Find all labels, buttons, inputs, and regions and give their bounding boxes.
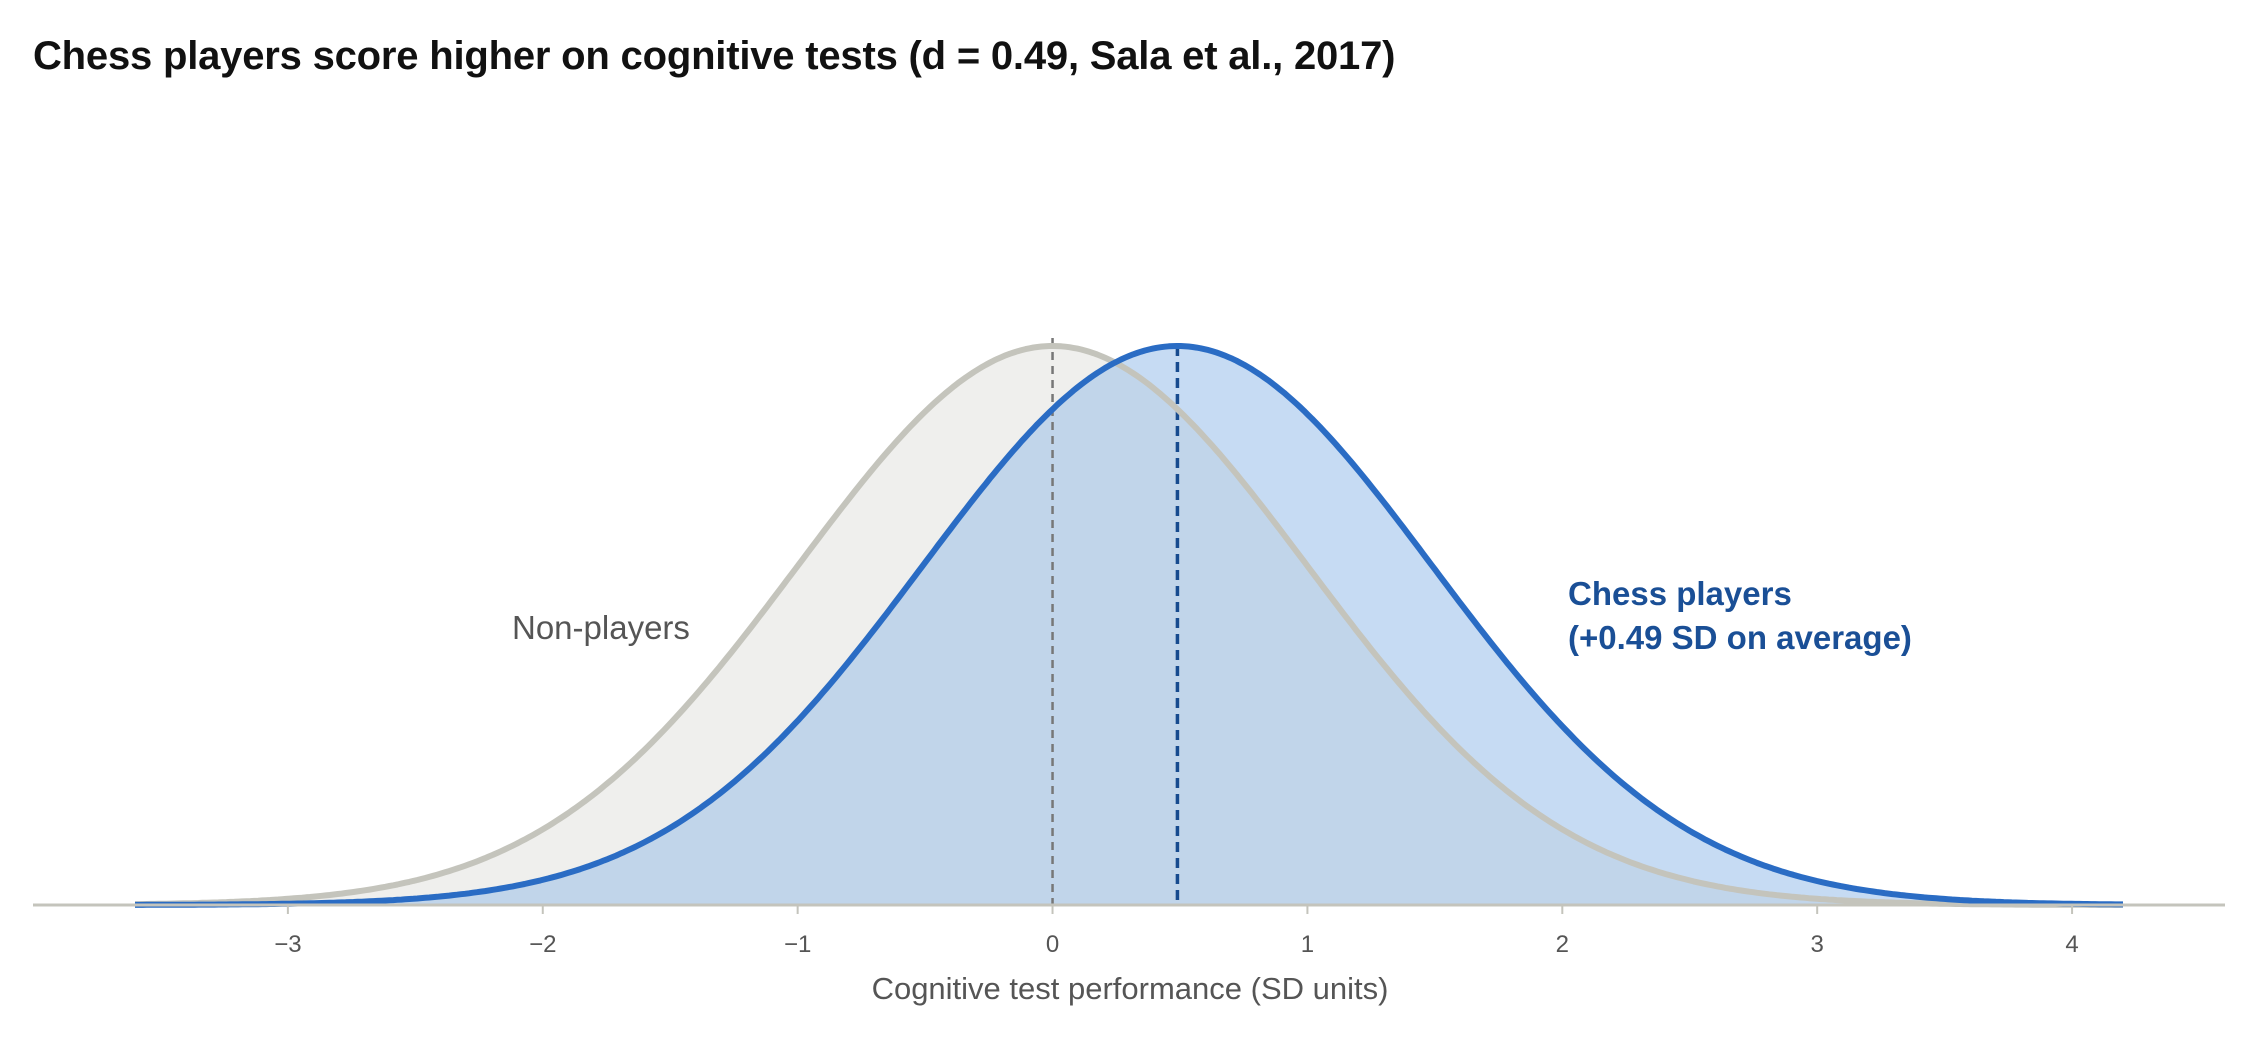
chess-players-curve bbox=[135, 343, 2123, 908]
x-axis-title: Cognitive test performance (SD units) bbox=[872, 971, 1389, 1006]
x-tick-label: 0 bbox=[1046, 931, 1059, 958]
chess-players-sublabel: (+0.49 SD on average) bbox=[1568, 619, 1912, 656]
x-tick-label: 3 bbox=[1811, 931, 1824, 958]
overlap-area bbox=[135, 363, 2123, 905]
x-tick-label: −2 bbox=[529, 931, 556, 958]
x-tick-label: 4 bbox=[2065, 931, 2078, 958]
chess-players-label: Chess players bbox=[1568, 575, 1792, 612]
chart-title: Chess players score higher on cognitive … bbox=[33, 34, 1396, 78]
non-players-label: Non-players bbox=[512, 609, 690, 646]
x-tick-label: 2 bbox=[1556, 931, 1569, 958]
non-players-curve bbox=[135, 343, 2123, 908]
x-tick-label: −1 bbox=[784, 931, 811, 958]
x-tick-label: −3 bbox=[274, 931, 301, 958]
x-tick-label: 1 bbox=[1301, 931, 1314, 958]
